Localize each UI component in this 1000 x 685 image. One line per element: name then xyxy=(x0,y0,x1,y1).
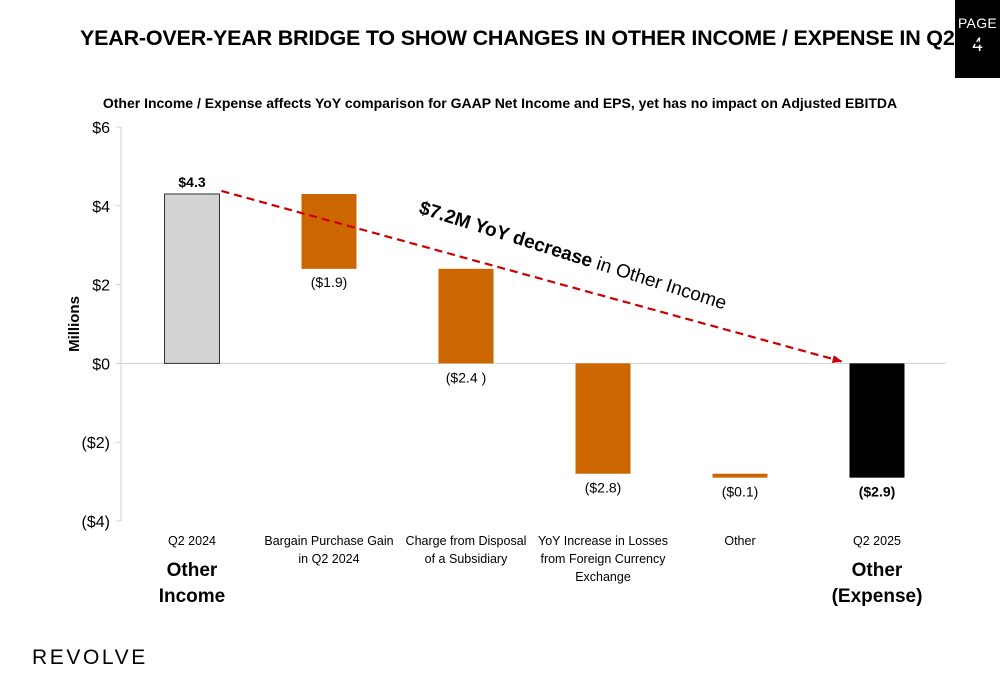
category-sublabel: Other xyxy=(167,560,218,581)
waterfall-chart: $6 $4 $2 $0 ($2) ($4) Millions $4.3 Q2 2024 Other… xyxy=(66,120,946,607)
revolve-logo: REVOLVE xyxy=(32,646,148,669)
y-tick-label: $4 xyxy=(92,199,110,216)
y-tick-label: $0 xyxy=(92,356,110,373)
delta-bar xyxy=(712,473,768,478)
y-tick-label: $2 xyxy=(92,278,110,295)
category-label: from Foreign Currency xyxy=(540,552,666,566)
category-sublabel: Income xyxy=(159,586,226,607)
page-number: 4 xyxy=(972,35,983,56)
page-title: YEAR-OVER-YEAR BRIDGE TO SHOW CHANGES IN… xyxy=(80,26,1000,50)
delta-bar xyxy=(438,268,494,364)
page-label: PAGE xyxy=(957,15,998,31)
chart-subtitle: Other Income / Expense affects YoY compa… xyxy=(102,95,898,111)
y-tick-label: ($4) xyxy=(82,514,110,531)
category-label: Exchange xyxy=(575,570,631,584)
data-label: ($2.8) xyxy=(585,480,622,496)
delta-bar xyxy=(575,363,631,474)
category-label: Q2 2024 xyxy=(168,534,216,548)
category-label: YoY Increase in Losses xyxy=(538,534,668,548)
total-bar xyxy=(849,363,905,478)
data-label: ($0.1) xyxy=(722,484,759,500)
category-label: of a Subsidiary xyxy=(425,552,508,566)
data-label: ($1.9) xyxy=(311,274,348,290)
category-label: Other xyxy=(724,534,755,548)
yoy-annotation-normal: in Other Income xyxy=(589,252,729,314)
category-label: in Q2 2024 xyxy=(298,552,359,566)
category-label: Q2 2025 xyxy=(853,534,901,548)
yoy-trend-arrow xyxy=(221,189,843,363)
delta-bar xyxy=(301,193,357,269)
page-badge: PAGE 4 xyxy=(955,0,1000,78)
data-label: $4.3 xyxy=(178,174,205,190)
total-bar xyxy=(164,193,220,364)
category-label: Bargain Purchase Gain xyxy=(264,534,393,548)
data-label: ($2.9) xyxy=(859,484,896,500)
yoy-annotation-bold: $7.2M YoY decrease xyxy=(416,198,595,272)
category-sublabel: Other xyxy=(852,560,903,581)
category-label: Charge from Disposal xyxy=(406,534,527,548)
y-tick-label: $6 xyxy=(92,120,110,137)
y-axis-title: Millions xyxy=(66,296,83,352)
y-tick-label: ($2) xyxy=(82,435,110,452)
category-sublabel: (Expense) xyxy=(832,586,923,607)
data-label: ($2.4 ) xyxy=(446,369,486,385)
